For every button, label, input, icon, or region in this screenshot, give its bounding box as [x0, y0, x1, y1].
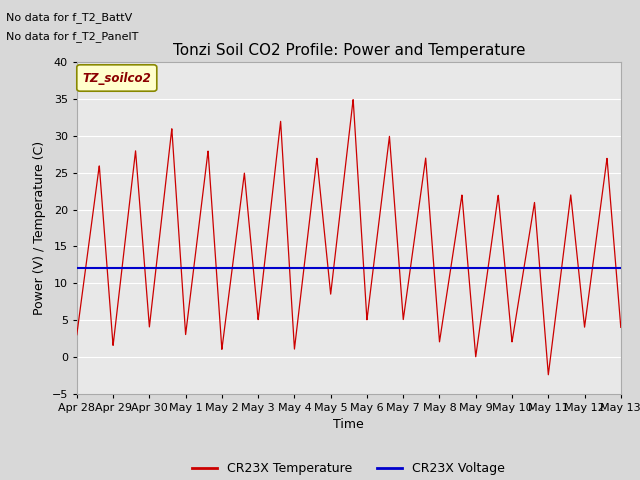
- X-axis label: Time: Time: [333, 418, 364, 431]
- Text: No data for f_T2_PanelT: No data for f_T2_PanelT: [6, 31, 139, 42]
- Y-axis label: Power (V) / Temperature (C): Power (V) / Temperature (C): [33, 141, 46, 315]
- Legend: CR23X Temperature, CR23X Voltage: CR23X Temperature, CR23X Voltage: [188, 457, 510, 480]
- Text: TZ_soilco2: TZ_soilco2: [83, 72, 151, 84]
- Text: No data for f_T2_BattV: No data for f_T2_BattV: [6, 12, 132, 23]
- Title: Tonzi Soil CO2 Profile: Power and Temperature: Tonzi Soil CO2 Profile: Power and Temper…: [173, 44, 525, 59]
